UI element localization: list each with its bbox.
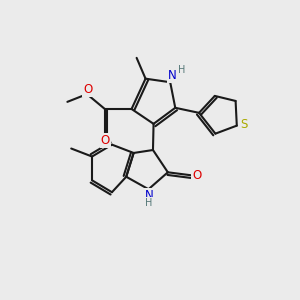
- Text: O: O: [192, 169, 202, 182]
- Text: S: S: [240, 118, 247, 130]
- Text: O: O: [83, 83, 92, 96]
- Text: O: O: [101, 134, 110, 147]
- Text: N: N: [145, 189, 154, 202]
- Text: H: H: [178, 65, 186, 75]
- Text: N: N: [168, 69, 177, 82]
- Text: H: H: [146, 198, 153, 208]
